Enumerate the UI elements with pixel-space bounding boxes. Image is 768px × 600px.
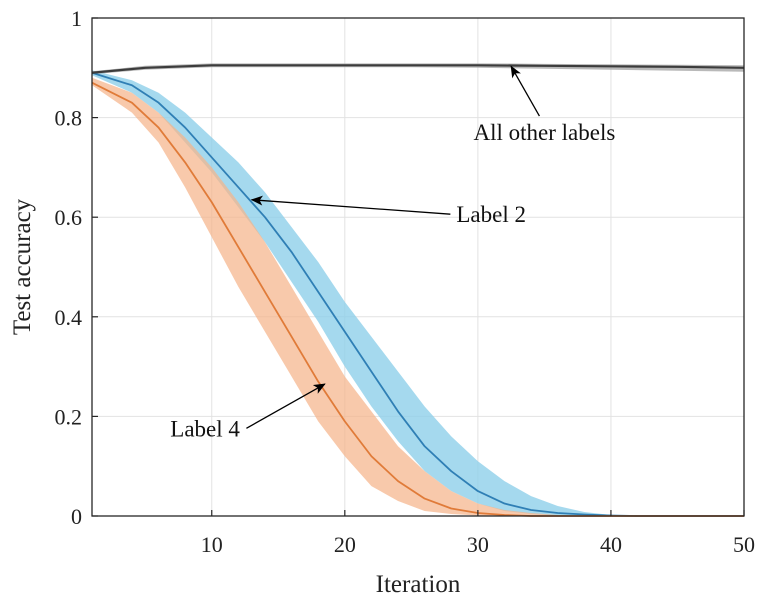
x-tick-label: 50 [733, 532, 755, 557]
x-tick-label: 10 [201, 532, 223, 557]
label-4-annotation: Label 4 [170, 416, 240, 441]
label-2-annotation: Label 2 [456, 202, 526, 227]
y-tick-label: 0.2 [55, 404, 83, 429]
label-2-arrow [250, 195, 451, 215]
y-tick-label: 0.6 [55, 205, 83, 230]
axis-ticks [92, 17, 745, 517]
y-tick-label: 0.4 [55, 305, 83, 330]
all-other-labels-arrow [510, 65, 540, 117]
tick-labels: 10 20 30 40 50 0 0.2 0.4 0.6 0.8 1 [55, 6, 756, 557]
all-other-labels-line [91, 64, 745, 74]
x-tick-label: 20 [334, 532, 356, 557]
x-axis-title: Iteration [376, 571, 461, 598]
y-tick-label: 1 [71, 6, 82, 31]
x-tick-label: 30 [467, 532, 489, 557]
y-tick-label: 0.8 [55, 106, 83, 131]
all-other-labels-annotation: All other labels [474, 120, 616, 145]
y-axis-title: Test accuracy [9, 198, 36, 335]
plot-frame [91, 17, 745, 517]
x-tick-label: 40 [600, 532, 622, 557]
label-2-band [92, 70, 744, 516]
label-4-band [92, 77, 744, 516]
label-4-arrow [246, 383, 326, 429]
y-tick-label: 0 [71, 504, 82, 529]
annotations: All other labels Label 2 Label 4 [170, 65, 616, 441]
